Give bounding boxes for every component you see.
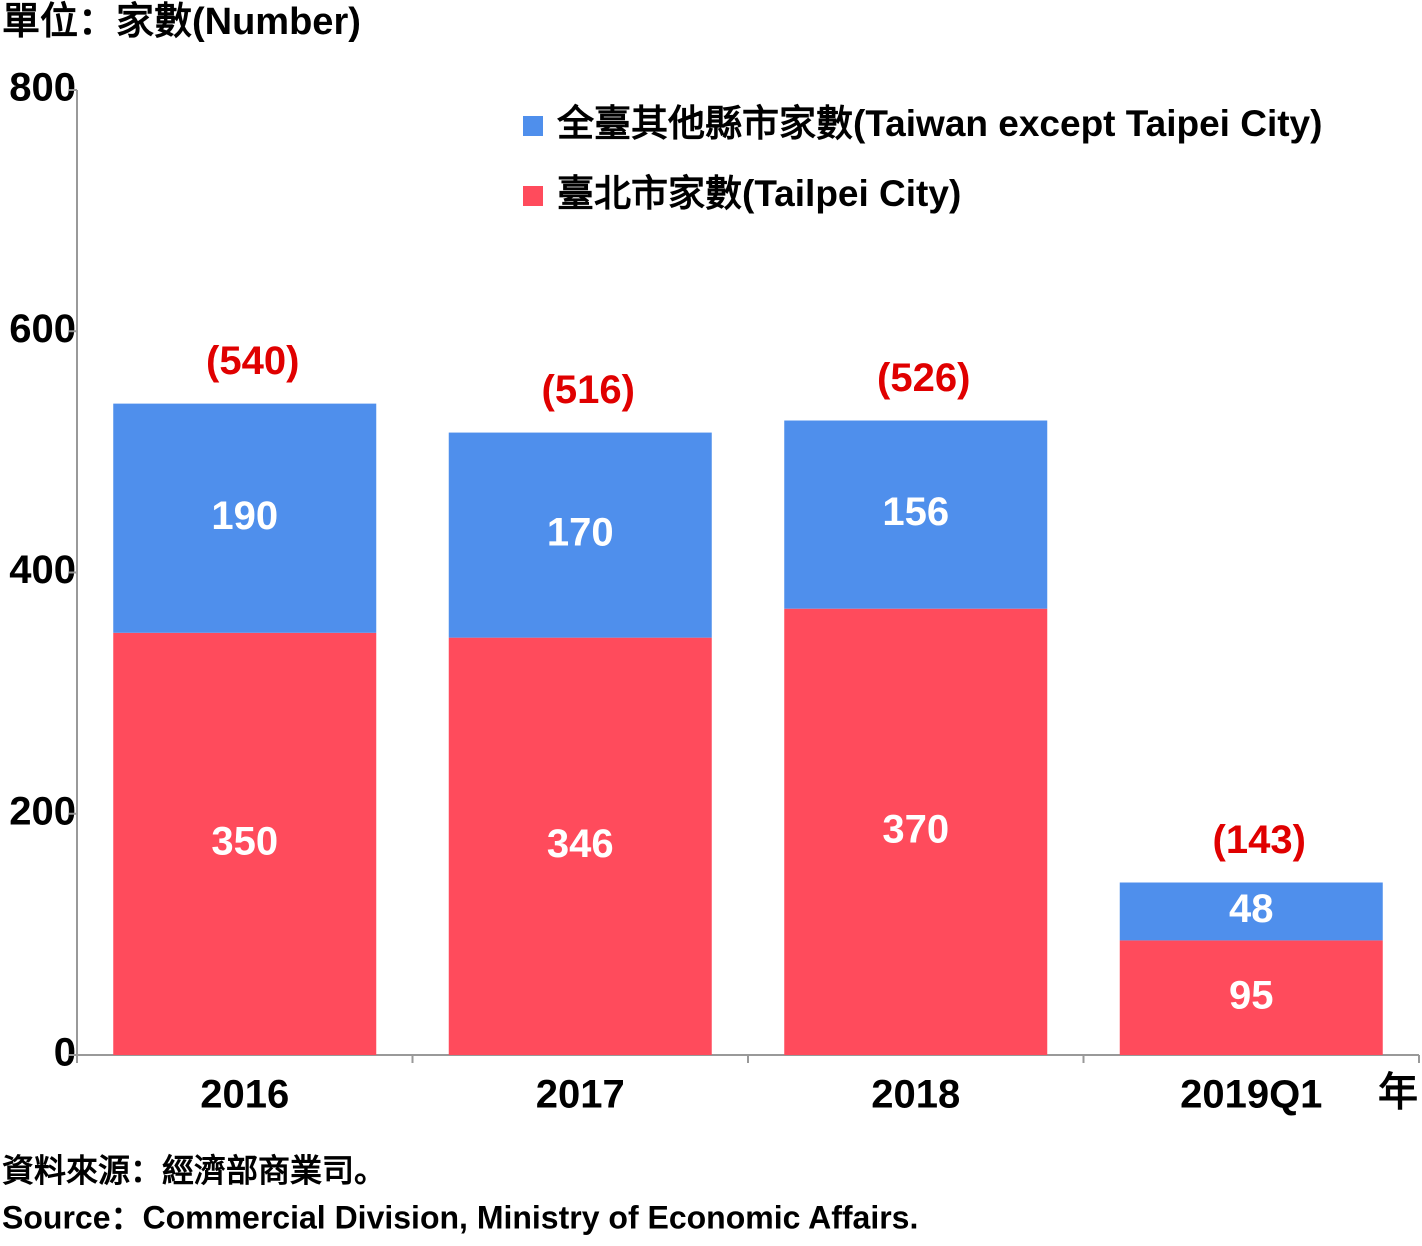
legend-label: 臺北市家數(Tailpei City) [557, 172, 961, 214]
x-tick-label: 2017 [536, 1073, 625, 1117]
total-label: (516) [542, 368, 635, 412]
value-label: 156 [882, 490, 949, 534]
value-label: 95 [1229, 973, 1274, 1017]
x-tick-label: 2016 [200, 1073, 289, 1117]
unit-label: 單位：家數(Number) [2, 1, 361, 43]
y-tick-label: 0 [54, 1031, 76, 1075]
y-tick-label: 200 [9, 789, 76, 833]
source-zh: 資料來源：經濟部商業司。 [2, 1152, 386, 1188]
source-en: Source：Commercial Division, Ministry of … [2, 1199, 918, 1235]
value-label: 350 [211, 819, 278, 863]
total-label: (143) [1213, 818, 1306, 862]
value-label: 346 [547, 822, 614, 866]
y-tick-label: 400 [9, 548, 76, 592]
value-label: 370 [882, 807, 949, 851]
bar-segment [113, 403, 377, 633]
bar-segment [113, 632, 377, 1055]
bar-segment [784, 420, 1048, 609]
legend-swatch [523, 116, 543, 136]
bar-segment [1119, 882, 1383, 941]
x-tick-label: 2018 [871, 1073, 960, 1117]
x-unit-label: 年 [1378, 1071, 1418, 1115]
total-label: (540) [206, 339, 299, 383]
legend-swatch [523, 186, 543, 206]
y-tick-label: 600 [9, 307, 76, 351]
legend-label: 全臺其他縣市家數(Taiwan except Taipei City) [556, 102, 1322, 144]
bar-segment [1119, 940, 1383, 1055]
x-tick-label: 2019Q1 [1180, 1073, 1322, 1117]
bar-segment [784, 608, 1048, 1055]
total-label: (526) [877, 356, 970, 400]
value-label: 170 [547, 511, 614, 555]
bar-segment [448, 637, 712, 1055]
value-label: 190 [211, 494, 278, 538]
y-tick-label: 800 [9, 66, 76, 110]
value-label: 48 [1229, 887, 1274, 931]
bar-segment [448, 432, 712, 638]
